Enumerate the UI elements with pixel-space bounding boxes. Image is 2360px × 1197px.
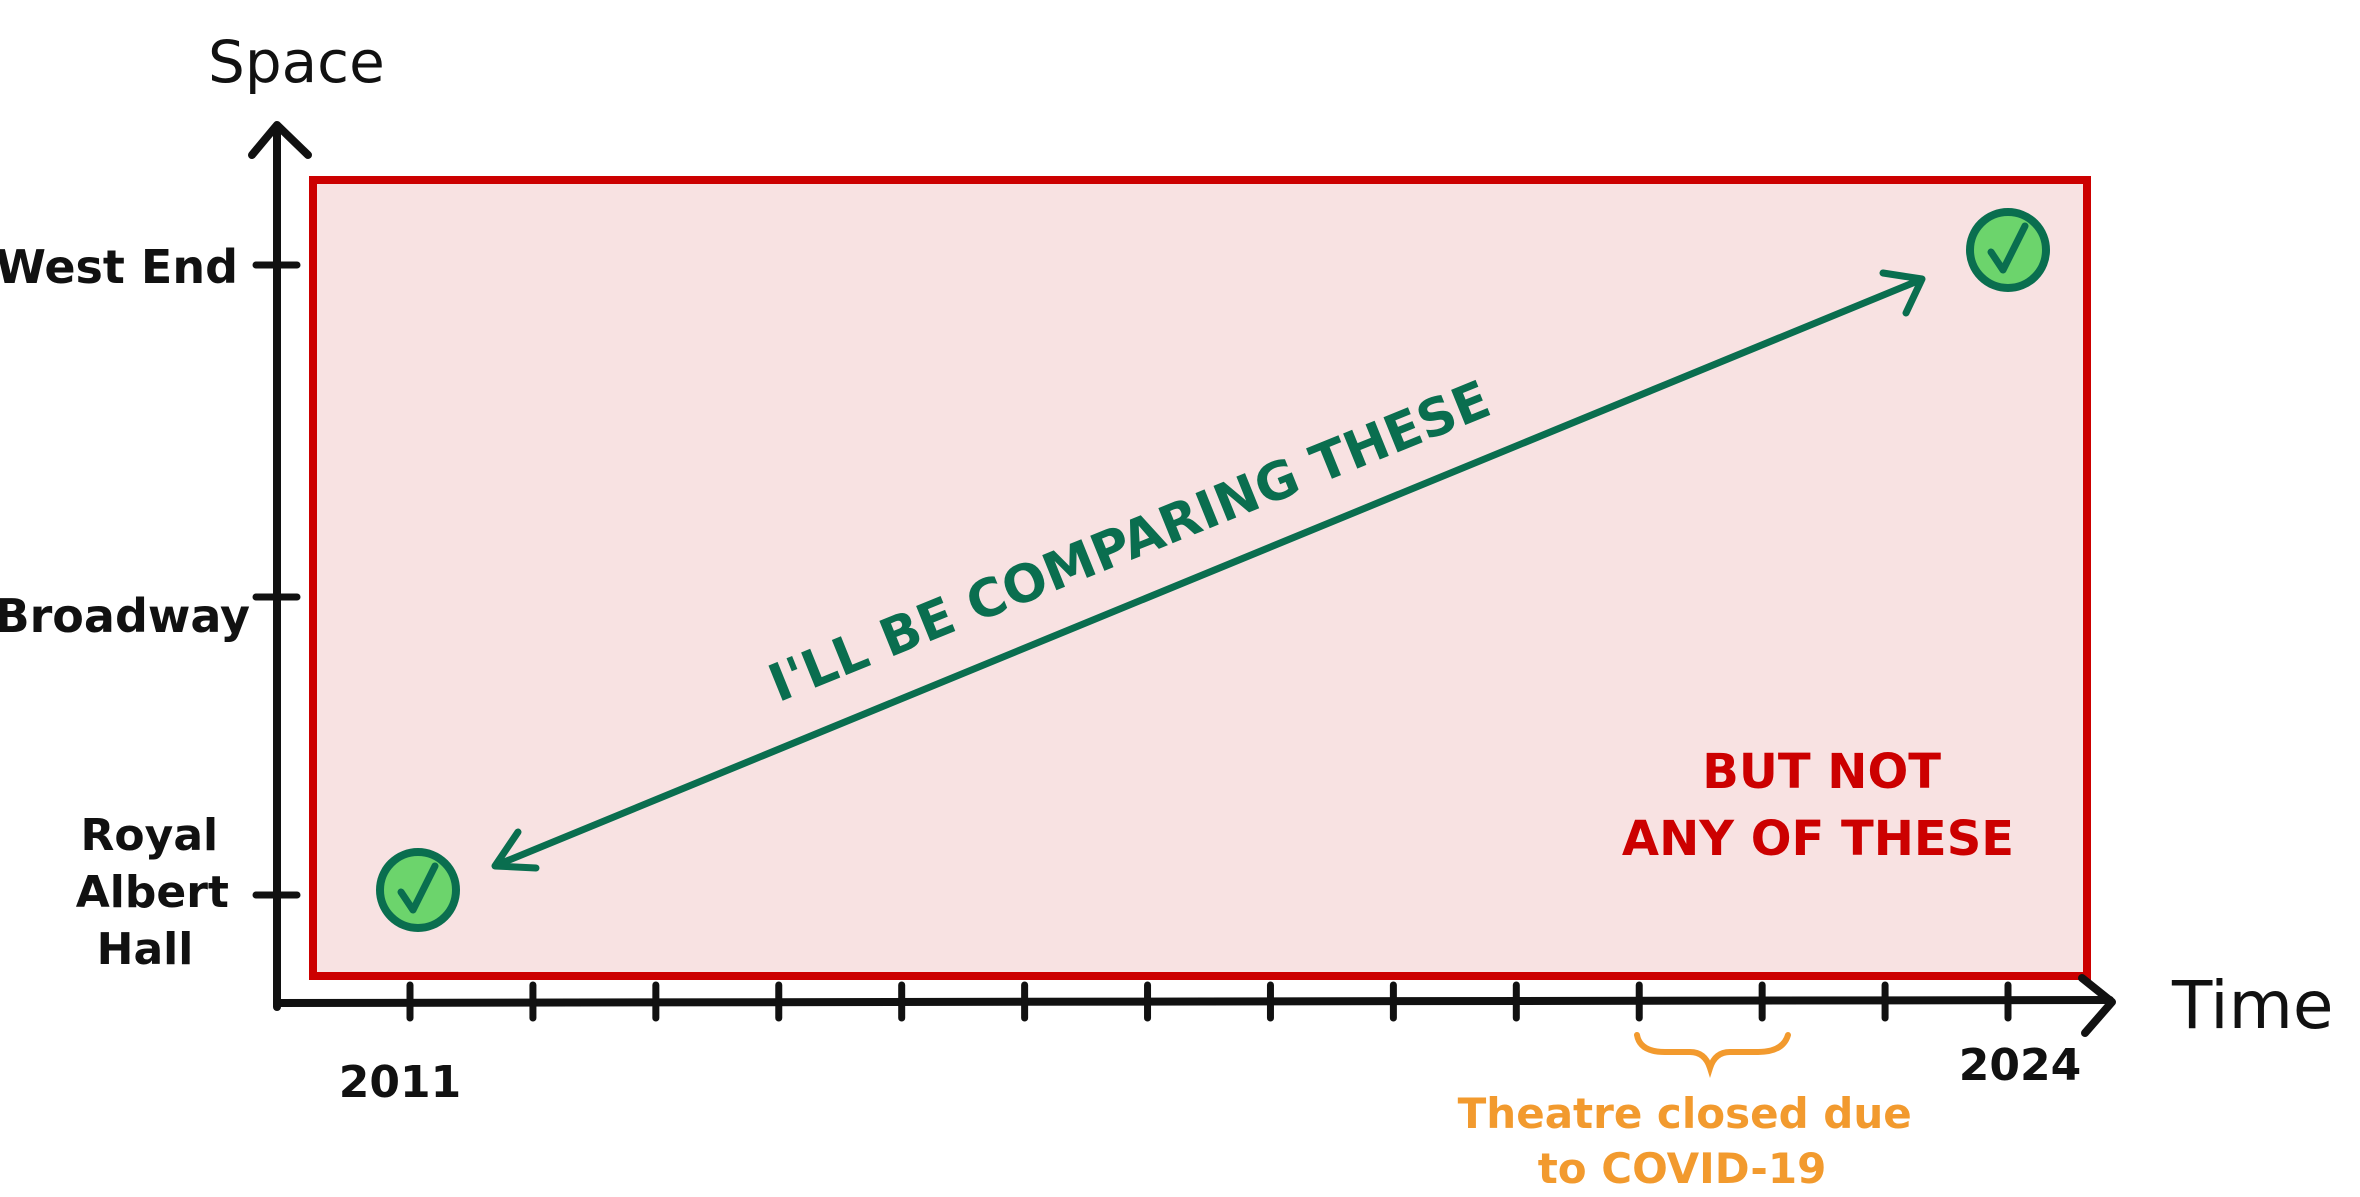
covid-note: Theatre closed due to COVID-19 [1458,1089,1927,1193]
covid-brace [1634,1032,1791,1079]
exclusion-label-line: BUT NOT [1702,744,1941,800]
y-axis-arrowhead [248,121,312,159]
y-label-west-end: West End [0,240,238,294]
y-label-royal-albert-hall-line: Hall [97,924,194,975]
covid-note-line: to COVID-19 [1538,1144,1827,1193]
exclusion-label-line: ANY OF THESE [1622,811,2014,867]
x-axis-title: Time [2171,967,2334,1044]
y-label-broadway: Broadway [0,589,250,643]
y-axis-title: Space [208,28,385,96]
comparison-arrow [493,276,1924,869]
x-axis-arrowhead [2078,974,2116,1037]
check-circle-icon [1966,208,2050,292]
x-label-end: 2024 [1959,1040,2081,1091]
y-label-royal-albert-hall-line: Royal [81,810,219,861]
comparison-arrowhead-end [1879,269,1926,317]
y-label-royal-albert-hall: Royal Albert Hall [76,810,245,975]
covid-note-line: Theatre closed due [1458,1089,1912,1138]
x-axis [273,996,2114,1007]
y-label-royal-albert-hall-line: Albert [76,867,229,918]
comparison-arrowhead-start [491,828,540,872]
x-ticks [406,981,2012,1022]
exclusion-label: BUT NOT ANY OF THESE [1622,744,2014,867]
x-label-start: 2011 [339,1057,461,1108]
check-circle-icon [376,848,460,932]
